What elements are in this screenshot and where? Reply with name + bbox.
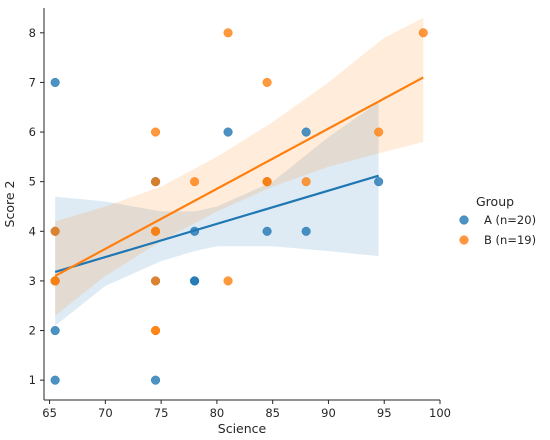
- regression-lines: [54, 76, 424, 277]
- legend-label-1: B (n=19): [484, 233, 536, 247]
- y-tick-label: 7: [29, 75, 36, 89]
- y-tick-label: 3: [29, 274, 36, 288]
- series-0-point: [190, 276, 200, 286]
- x-tick-label: 80: [210, 406, 225, 420]
- data-points: [50, 28, 428, 385]
- series-1-point: [223, 28, 233, 38]
- series-1-point: [150, 127, 161, 137]
- series-0-point: [223, 127, 233, 137]
- series-0-point: [262, 226, 272, 236]
- legend-label-0: A (n=20): [484, 213, 536, 227]
- series-1-point: [150, 226, 161, 236]
- y-axis-label: Score 2: [2, 181, 17, 228]
- series-1-point: [262, 77, 272, 87]
- series-0-point: [301, 127, 311, 137]
- series-0-point: [374, 177, 384, 187]
- x-tick-label: 85: [265, 406, 280, 420]
- series-1-point: [150, 325, 161, 336]
- legend-marker-1: [459, 235, 469, 245]
- y-tick-label: 2: [29, 324, 36, 338]
- series-0-ci-band: [55, 102, 379, 326]
- legend-title: Group: [476, 194, 514, 209]
- series-1-regression-line: [54, 76, 424, 277]
- series-1-point: [150, 276, 161, 286]
- x-tick-label: 70: [98, 406, 113, 420]
- y-tick-label: 5: [29, 175, 36, 189]
- series-0-point: [50, 375, 60, 385]
- axes: 65 70 75 80 85 90 95 100 1 2 3 4 5 6 7 8: [29, 8, 451, 420]
- series-1-point: [418, 28, 428, 38]
- series-1-point: [50, 226, 60, 236]
- series-0-point: [301, 226, 311, 236]
- legend-marker-0: [459, 215, 469, 225]
- x-tick-label: 90: [321, 406, 336, 420]
- x-tick-label: 75: [154, 406, 169, 420]
- x-tick-label: 95: [377, 406, 392, 420]
- series-1-ci-band: [55, 17, 424, 316]
- series-0-regression-line: [54, 174, 379, 274]
- series-1-point: [262, 177, 272, 187]
- x-tick-label: 100: [429, 406, 451, 420]
- series-1-point: [150, 177, 161, 187]
- y-tick-label: 8: [29, 26, 36, 40]
- x-axis-label: Science: [218, 421, 267, 436]
- series-1-point: [301, 177, 311, 187]
- series-1-point: [223, 276, 233, 286]
- series-1-point: [190, 177, 200, 187]
- series-1-point: [374, 127, 384, 137]
- series-0-point: [50, 77, 60, 87]
- y-tick-label: 1: [29, 373, 36, 387]
- legend: Group A (n=20) B (n=19): [459, 194, 536, 247]
- y-tick-label: 6: [29, 125, 36, 139]
- y-tick-label: 4: [29, 224, 36, 238]
- series-0-point: [50, 325, 60, 336]
- ci-bands: [55, 17, 424, 326]
- series-1-point: [50, 276, 60, 286]
- series-0-point: [150, 375, 161, 385]
- x-tick-label: 65: [42, 406, 57, 420]
